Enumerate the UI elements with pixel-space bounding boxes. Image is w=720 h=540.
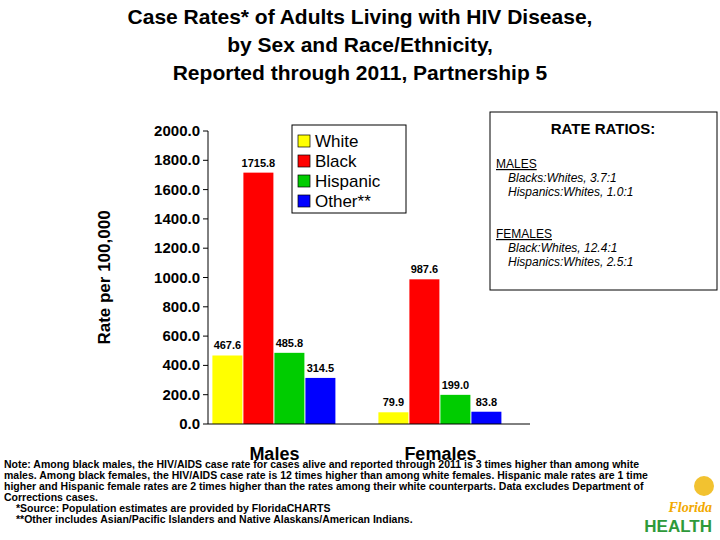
y-tick (203, 189, 208, 190)
y-tick-label: 0.0 (179, 415, 200, 432)
y-tick (203, 218, 208, 219)
y-tick (203, 131, 208, 132)
data-label: 1715.8 (242, 157, 276, 169)
y-axis (208, 131, 209, 424)
page: Case Rates* of Adults Living with HIV Di… (0, 0, 720, 540)
y-tick (203, 424, 208, 425)
logo-text: HEALTH (644, 517, 712, 536)
data-label: 199.0 (442, 379, 470, 391)
logo: Florida HEALTH (644, 476, 714, 536)
bar (440, 395, 470, 424)
y-tick-label: 1400.0 (154, 210, 200, 227)
title-line: by Sex and Race/Ethnicity, (227, 33, 493, 56)
rate-ratios-line: Hispanics:Whites, 1.0:1 (508, 185, 633, 199)
legend-label: Black (315, 152, 357, 171)
bar (378, 412, 408, 424)
bar (409, 279, 439, 424)
bar (243, 173, 273, 424)
legend-swatch (298, 195, 310, 207)
data-label: 467.6 (214, 339, 242, 351)
data-label: 83.8 (476, 396, 497, 408)
y-tick (203, 160, 208, 161)
y-tick-label: 600.0 (162, 327, 200, 344)
y-tick (203, 306, 208, 307)
rate-ratios-line: Hispanics:Whites, 2.5:1 (508, 255, 633, 269)
y-tick-label: 200.0 (162, 386, 200, 403)
y-tick (203, 394, 208, 395)
bar (471, 412, 501, 424)
logo-sun (694, 476, 714, 496)
bar (305, 378, 335, 424)
notes: Note: Among black males, the HIV/AIDS ca… (4, 459, 664, 524)
y-tick (203, 365, 208, 366)
rate-ratios: RATE RATIOS:MALESBlacks:Whites, 3.7:1His… (490, 112, 717, 290)
title-line: Reported through 2011, Partnership 5 (173, 61, 548, 84)
bars (212, 173, 501, 424)
legend-swatch (298, 175, 310, 187)
legend-swatch (298, 135, 310, 147)
y-tick-label: 1800.0 (154, 151, 200, 168)
y-tick-label: 1600.0 (154, 181, 200, 198)
y-tick-label: 1000.0 (154, 269, 200, 286)
data-label: 79.9 (383, 396, 404, 408)
note-text: *Source: Population estimates are provid… (4, 503, 664, 514)
y-tick (203, 248, 208, 249)
data-label: 987.6 (411, 263, 439, 275)
legend: WhiteBlackHispanicOther** (292, 125, 406, 213)
title: Case Rates* of Adults Living with HIV Di… (128, 5, 593, 84)
rate-ratios-line: Blacks:Whites, 3.7:1 (508, 171, 617, 185)
note-text: Note: Among black males, the HIV/AIDS ca… (4, 459, 664, 503)
data-label: 314.5 (307, 362, 335, 374)
rate-ratios-heading: FEMALES (496, 227, 552, 241)
legend-label: Other** (315, 192, 371, 211)
y-axis-label: Rate per 100,000 (95, 210, 114, 344)
y-tick-label: 400.0 (162, 356, 200, 373)
rate-ratios-box (490, 112, 717, 290)
note-text: **Other includes Asian/Pacific Islanders… (4, 514, 664, 525)
bar (212, 355, 242, 424)
data-label: 485.8 (276, 337, 304, 349)
data-labels: 467.6 1715.8 485.8 314.5 79.9 987.6 199.0 83.8 (214, 157, 497, 409)
legend-swatch (298, 155, 310, 167)
y-tick (203, 277, 208, 278)
bar (274, 353, 304, 424)
rate-ratios-heading: MALES (496, 157, 537, 171)
title-line: Case Rates* of Adults Living with HIV Di… (128, 5, 593, 28)
legend-label: Hispanic (315, 172, 381, 191)
legend-label: White (315, 132, 358, 151)
rate-ratios-title: RATE RATIOS: (551, 120, 655, 137)
y-tick-label: 2000.0 (154, 122, 200, 139)
logo-text: Florida (667, 500, 712, 515)
y-tick (203, 336, 208, 337)
legend-box (292, 125, 406, 213)
y-tick-label: 1200.0 (154, 239, 200, 256)
y-tick-label: 800.0 (162, 298, 200, 315)
x-axis (208, 424, 530, 425)
rate-ratios-line: Black:Whites, 12.4:1 (508, 241, 617, 255)
